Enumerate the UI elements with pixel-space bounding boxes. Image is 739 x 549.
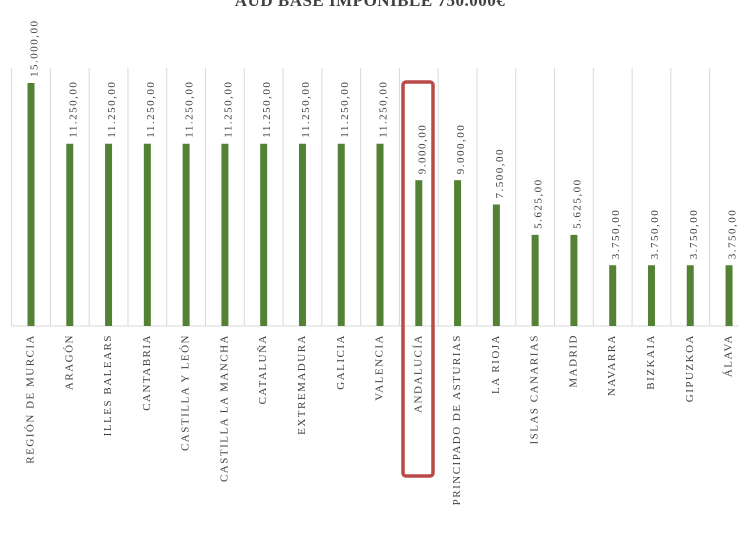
- bar: [570, 234, 578, 326]
- bar: [531, 234, 539, 326]
- value-label: 11.250,00: [184, 81, 196, 138]
- value-label: 15.000,00: [29, 20, 41, 78]
- bar: [647, 265, 655, 326]
- x-tick-label: ARAGÓN: [63, 334, 75, 390]
- value-label: 11.250,00: [106, 81, 118, 138]
- value-label: 3.750,00: [610, 209, 622, 260]
- x-tick-label: CASTILLA LA MANCHA: [218, 334, 230, 482]
- bar: [492, 204, 500, 326]
- x-tick-label: CATALUÑA: [257, 334, 269, 404]
- value-label: 11.250,00: [300, 81, 312, 138]
- value-label: 11.250,00: [261, 81, 273, 138]
- bar: [609, 265, 617, 326]
- x-tick-label: NAVARRA: [606, 334, 618, 396]
- x-tick-label: BIZKAIA: [645, 334, 657, 390]
- bar: [725, 265, 733, 326]
- value-label: 5.625,00: [571, 178, 583, 229]
- chart-title: AUD BASE IMPONIBLE 750.000€: [235, 0, 505, 10]
- x-tick-label: GIPUZKOA: [684, 334, 696, 402]
- value-label: 11.250,00: [222, 81, 234, 138]
- x-tick-label: REGIÓN DE MURCIA: [25, 334, 37, 464]
- x-tick-label: ÁLAVA: [723, 334, 735, 377]
- value-label: 3.750,00: [649, 209, 661, 260]
- x-tick-label: CANTABRIA: [141, 334, 153, 411]
- x-tick-label: MADRID: [567, 334, 579, 388]
- value-label: 11.250,00: [67, 81, 79, 138]
- bar: [66, 143, 74, 326]
- bar: [686, 265, 694, 326]
- bar: [221, 143, 229, 326]
- bar: [143, 143, 151, 326]
- bar: [415, 180, 423, 326]
- value-label: 11.250,00: [378, 81, 390, 138]
- bar: [298, 143, 306, 326]
- x-tick-label: ISLAS CANARIAS: [529, 334, 541, 445]
- x-tick-label: LA RIOJA: [490, 334, 502, 394]
- bar: [27, 83, 35, 326]
- highlight-box: [401, 80, 435, 478]
- x-tick-label: VALENCIA: [374, 334, 386, 401]
- x-tick-label: CASTILLA Y LEÓN: [180, 334, 192, 451]
- bar: [260, 143, 268, 326]
- value-label: 9.000,00: [416, 124, 428, 175]
- x-tick-label: EXTREMADURA: [296, 334, 308, 435]
- x-tick-label: GALICIA: [335, 334, 347, 390]
- value-label: 9.000,00: [455, 124, 467, 174]
- bar: [105, 143, 113, 326]
- value-label: 7.500,00: [494, 148, 506, 199]
- value-label: 5.625,00: [533, 178, 545, 229]
- bar: [376, 143, 384, 326]
- value-label: 11.250,00: [339, 81, 351, 138]
- bar: [182, 143, 190, 326]
- value-label: 3.750,00: [727, 209, 739, 260]
- x-tick-label: ANDALUCÍA: [412, 334, 424, 413]
- x-tick-label: ILLES BALEARS: [102, 334, 114, 436]
- value-label: 3.750,00: [688, 209, 700, 260]
- x-tick-label: PRINCIPADO DE ASTURIAS: [451, 334, 463, 505]
- bar: [337, 143, 345, 326]
- value-label: 11.250,00: [145, 81, 157, 138]
- bar: [454, 180, 462, 326]
